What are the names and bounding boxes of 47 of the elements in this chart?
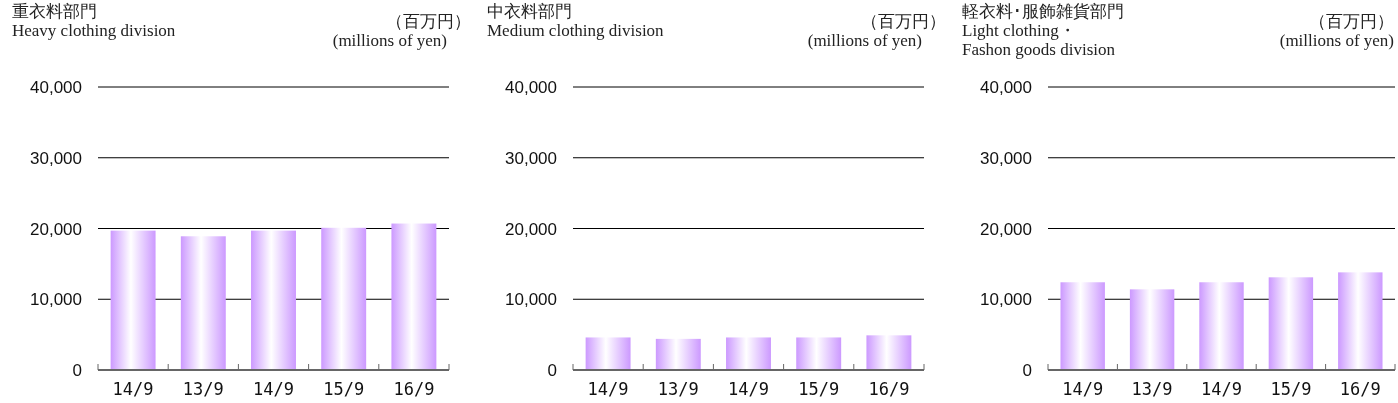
- x-tick-label: 15/9: [1270, 379, 1312, 399]
- x-tick-label: 14/9: [587, 379, 629, 399]
- y-tick-label: 30,000: [30, 148, 82, 168]
- y-tick-label: 10,000: [980, 290, 1032, 310]
- text: (millions of yen): [332, 31, 447, 50]
- chart-title: 軽衣料･服飾雑貨部門: [962, 2, 1124, 21]
- x-tick-label: 14/9: [1201, 379, 1242, 399]
- y-tick-label: 10,000: [505, 290, 557, 310]
- y-tick-label: 30,000: [505, 148, 557, 168]
- x-tick-label: 13/9: [182, 379, 224, 399]
- x-tick-label: 15/9: [323, 379, 365, 399]
- x-tick-label: 13/9: [657, 379, 699, 399]
- text: (millions of yen): [807, 31, 922, 50]
- y-axis-title: （百万円）: [861, 12, 946, 31]
- y-tick-label: 0: [72, 361, 82, 380]
- bar: [1129, 289, 1175, 370]
- bar: [1268, 277, 1314, 370]
- y-tick-label: 0: [547, 361, 557, 380]
- x-tick-label: 14/9: [728, 379, 769, 399]
- x-tick-label: 15/9: [798, 379, 840, 399]
- y-tick-label: 30,000: [980, 148, 1032, 168]
- chart-title: 中衣料部門: [487, 2, 572, 21]
- y-tick-label: 10,000: [30, 290, 82, 310]
- bar: [1199, 282, 1244, 370]
- chart-subtitle: Medium clothing division: [487, 21, 664, 40]
- y-tick-label: 20,000: [980, 219, 1032, 239]
- x-tick-label: 16/9: [868, 379, 910, 399]
- y-tick-label: 0: [1022, 361, 1032, 380]
- y-tick-label: 40,000: [980, 78, 1032, 97]
- chart-title: 重衣料部門: [12, 2, 97, 21]
- x-tick-label: 16/9: [393, 379, 435, 399]
- bar: [1060, 282, 1105, 370]
- y-tick-label: 20,000: [505, 219, 557, 239]
- x-tick-label: 14/9: [112, 379, 154, 399]
- bar: [1338, 272, 1383, 370]
- y-tick-label: 40,000: [505, 78, 557, 97]
- x-tick-label: 16/9: [1339, 379, 1381, 399]
- x-tick-label: 14/9: [253, 379, 294, 399]
- x-tick-label: 14/9: [1062, 379, 1104, 399]
- y-tick-label: 40,000: [30, 78, 82, 97]
- x-tick-label: 13/9: [1131, 379, 1173, 399]
- chart-subtitle: Light clothing・ Fashon goods division: [962, 21, 1116, 59]
- y-tick-label: 20,000: [30, 219, 82, 239]
- y-axis-title: （百万円）: [1309, 12, 1394, 31]
- y-axis-title: （百万円）: [386, 12, 471, 31]
- text: (millions of yen): [1279, 31, 1394, 50]
- chart-subtitle: Heavy clothing division: [12, 21, 176, 40]
